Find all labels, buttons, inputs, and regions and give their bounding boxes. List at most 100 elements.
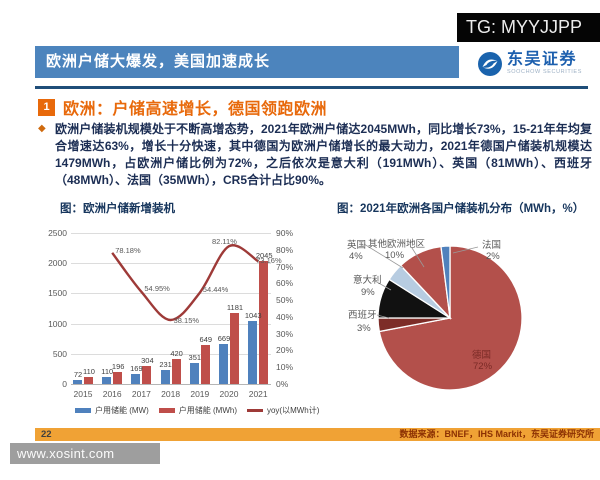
x-axis-label: 2019 (190, 389, 210, 399)
bar-value-label: 72 (73, 369, 83, 379)
yoy-point-label: 38.15% (173, 316, 200, 325)
page-title: 欧洲户储大爆发，美国加速成长 (35, 46, 459, 78)
pie-slice-name: 法国 (482, 240, 502, 251)
x-axis-label: 2017 (131, 389, 151, 399)
pie-leader-line (374, 280, 392, 291)
bar-value-label: 110 (101, 367, 114, 377)
y-axis-label: 500 (52, 348, 67, 359)
legend-swatch (158, 408, 175, 413)
bar-mw (131, 373, 141, 384)
y2-axis-label: 70% (276, 261, 294, 272)
bar-chart-title: 图：欧洲户储新增装机 (60, 203, 175, 215)
x-axis-label: 2018 (161, 389, 181, 399)
gridline (71, 384, 271, 385)
bar-mw (248, 321, 258, 384)
x-axis-label: 2020 (219, 389, 239, 399)
bar-mw (73, 379, 82, 384)
bar-mw (102, 377, 112, 384)
y2-axis-label: 40% (276, 311, 294, 322)
bar-mwh (230, 312, 239, 384)
x-axis-label: 2015 (73, 389, 93, 399)
bar-value-label: 169 (130, 363, 143, 373)
pie-slice-pct: 10% (385, 250, 405, 261)
pie-slice-name: 意大利 (353, 275, 382, 286)
brand-logo-icon (477, 51, 503, 77)
pie-slice-pct: 2% (486, 251, 500, 262)
section-title: 欧洲：户储高速增长，德国领跑欧洲 (63, 101, 328, 118)
chart-legend: 户用储能 (MW) 户用储能 (MWh) yoy(以MWh计) (75, 405, 319, 416)
bar-value-label: 110 (83, 367, 95, 377)
yoy-line (111, 244, 259, 322)
legend-label: 户用储能 (MWh) (178, 406, 237, 415)
pie-slice-name: 其他欧洲地区 (368, 239, 426, 250)
bar-value-label: 351 (188, 352, 202, 362)
data-source: 数据来源：BNEF，IHS Markit，东吴证券研究所 (399, 429, 594, 439)
pie-slice-name: 英国 (347, 240, 367, 251)
legend-item: 户用储能 (MWh) (158, 405, 237, 416)
pie-graphic (363, 243, 523, 391)
pie-leader-line (452, 246, 479, 254)
pie-chart: 德国 72% 西班牙 3% 意大利 9% 英国 4% 其他欧洲地区 10% 法国 2% (315, 225, 600, 425)
y2-axis-label: 50% (276, 295, 294, 306)
y-axis-label: 1000 (48, 318, 67, 329)
bar-mw (219, 343, 228, 384)
y-axis-label: 0 (62, 379, 67, 389)
header-divider (35, 86, 588, 89)
bar-value-label: 420 (170, 348, 183, 358)
gridline (71, 233, 271, 234)
gridline (71, 263, 271, 265)
bar-value-label: 2045 (255, 250, 273, 260)
legend-swatch (75, 408, 91, 413)
yoy-point-label: 78.18% (115, 245, 141, 255)
legend-item: yoy(以MWh计) (246, 405, 319, 416)
bar-mwh (259, 260, 269, 384)
bar-value-label: 1043 (244, 311, 262, 320)
y2-axis-label: 30% (276, 328, 294, 339)
section-heading: 1 欧洲：户储高速增长，德国领跑欧洲 (38, 95, 327, 119)
brand-name: 东吴证券 (507, 51, 578, 68)
y-axis-label: 1500 (48, 288, 67, 299)
pie-leader-line (376, 314, 390, 319)
gridline (71, 323, 271, 325)
pie-slice-name: 德国 (472, 350, 492, 361)
y2-axis-label: 90% (276, 228, 294, 238)
pie-chart-title: 图：2021年欧洲各国户储装机分布（MWh，%） (337, 203, 585, 215)
bar-mwh (142, 365, 152, 384)
footer-bar: 22 数据来源：BNEF，IHS Markit，东吴证券研究所 (35, 428, 600, 441)
y2-axis-label: 20% (276, 345, 294, 356)
yoy-point-label: 54.44% (202, 284, 229, 294)
bar-value-label: 1181 (226, 302, 244, 312)
bar-mwh (84, 377, 93, 384)
gridline (71, 353, 271, 355)
legend-label: 户用储能 (MW) (95, 406, 149, 415)
bar-value-label: 196 (111, 362, 125, 372)
pie-leader-line (363, 243, 404, 269)
bar-value-label: 649 (199, 334, 213, 344)
brand-subtitle: SOOCHOW SECURITIES (507, 69, 582, 75)
body-text: 欧洲户储装机规模处于不断高增态势，2021年欧洲户储达2045MWh，同比增长7… (55, 122, 592, 187)
bar-mwh (200, 344, 210, 384)
watermark: www.xosint.com (10, 443, 160, 464)
section-number-badge: 1 (38, 98, 55, 116)
bar-mwh (171, 358, 181, 384)
diamond-bullet-icon: ◆ (38, 123, 46, 134)
legend-swatch (246, 409, 263, 412)
brand-logo: 东吴证券 SOOCHOW SECURITIES (477, 51, 582, 77)
pie-leader-line (411, 247, 425, 268)
body-paragraph: ◆ 欧洲户储装机规模处于不断高增态势，2021年欧洲户储达2045MWh，同比增… (38, 121, 592, 189)
bar-value-label: 231 (159, 360, 172, 369)
pie-slice-pct: 72% (473, 361, 493, 372)
gridline (71, 293, 271, 295)
x-axis-label: 2021 (248, 389, 268, 399)
legend-item: 户用储能 (MW) (75, 405, 149, 416)
pie-slice-pct: 3% (357, 323, 371, 334)
yoy-point-label: 82.11% (212, 237, 237, 247)
pie-slice-name: 西班牙 (348, 310, 377, 321)
y2-axis-label: 60% (276, 278, 294, 289)
bar-line-chart: 2500 2000 1500 1000 500 0 90% 80% 70% 60% 50% 40% 30… (35, 225, 319, 425)
brand-text: 东吴证券 SOOCHOW SECURITIES (507, 51, 582, 75)
y2-axis-label: 10% (276, 362, 294, 373)
pie-slice (440, 245, 451, 319)
bar-mw (160, 370, 170, 384)
